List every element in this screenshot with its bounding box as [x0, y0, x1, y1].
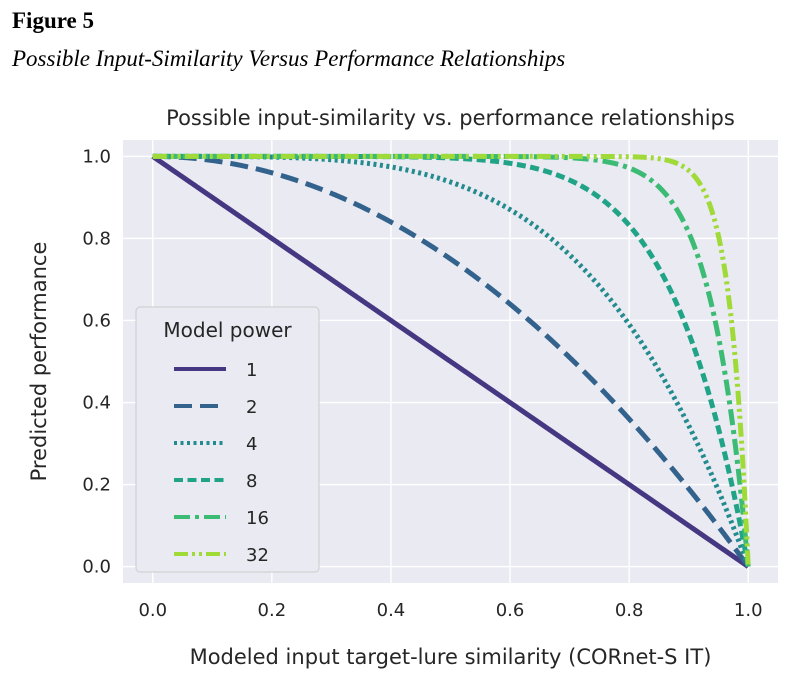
- x-tick-labels: 0.0 0.2 0.4 0.6 0.8 1.0: [138, 600, 762, 621]
- y-axis-label: Predicted performance: [27, 242, 51, 482]
- legend-item: 2: [174, 397, 257, 418]
- legend-label: 1: [246, 360, 257, 381]
- legend-item: 16: [174, 508, 269, 529]
- chart-title: Possible input-similarity vs. performanc…: [166, 106, 735, 130]
- legend-title: Model power: [163, 318, 292, 342]
- y-tick-label: 0.0: [82, 557, 111, 578]
- x-tick-label: 0.8: [615, 600, 644, 621]
- legend-label: 8: [246, 471, 257, 492]
- legend-box: [135, 306, 320, 573]
- legend-item: 8: [174, 471, 257, 492]
- x-tick-label: 0.2: [258, 600, 287, 621]
- x-tick-label: 0.4: [377, 600, 406, 621]
- y-tick-label: 0.8: [82, 228, 111, 249]
- series-line-2: [151, 153, 751, 569]
- x-axis-label: Modeled input target-lure similarity (CO…: [190, 645, 712, 669]
- figure-label: Figure 5: [12, 8, 94, 33]
- legend-label: 32: [246, 545, 269, 566]
- x-tick-label: 1.0: [734, 600, 763, 621]
- legend-item: 1: [174, 360, 257, 381]
- y-tick-label: 0.4: [82, 393, 111, 414]
- legend-item: 32: [174, 545, 269, 566]
- y-tick-labels: 0.0 0.2 0.4 0.6 0.8 1.0: [82, 146, 111, 577]
- legend-label: 16: [246, 508, 269, 529]
- x-tick-label: 0.6: [496, 600, 525, 621]
- series-line-1: [151, 154, 750, 569]
- x-tick-label: 0.0: [138, 600, 167, 621]
- series-layer: [151, 153, 751, 569]
- legend-label: 2: [246, 397, 257, 418]
- legend-items: 1 2 4 8 16 32: [174, 360, 269, 566]
- legend-label: 4: [246, 434, 257, 455]
- legend: Model power 1 2 4 8 16 32: [135, 306, 320, 573]
- figure-caption: Possible Input-Similarity Versus Perform…: [12, 46, 566, 71]
- y-tick-label: 0.2: [82, 475, 111, 496]
- legend-item: 4: [174, 434, 257, 455]
- series-line-32: [151, 153, 751, 567]
- y-tick-label: 0.6: [82, 310, 111, 331]
- y-tick-label: 1.0: [82, 146, 111, 167]
